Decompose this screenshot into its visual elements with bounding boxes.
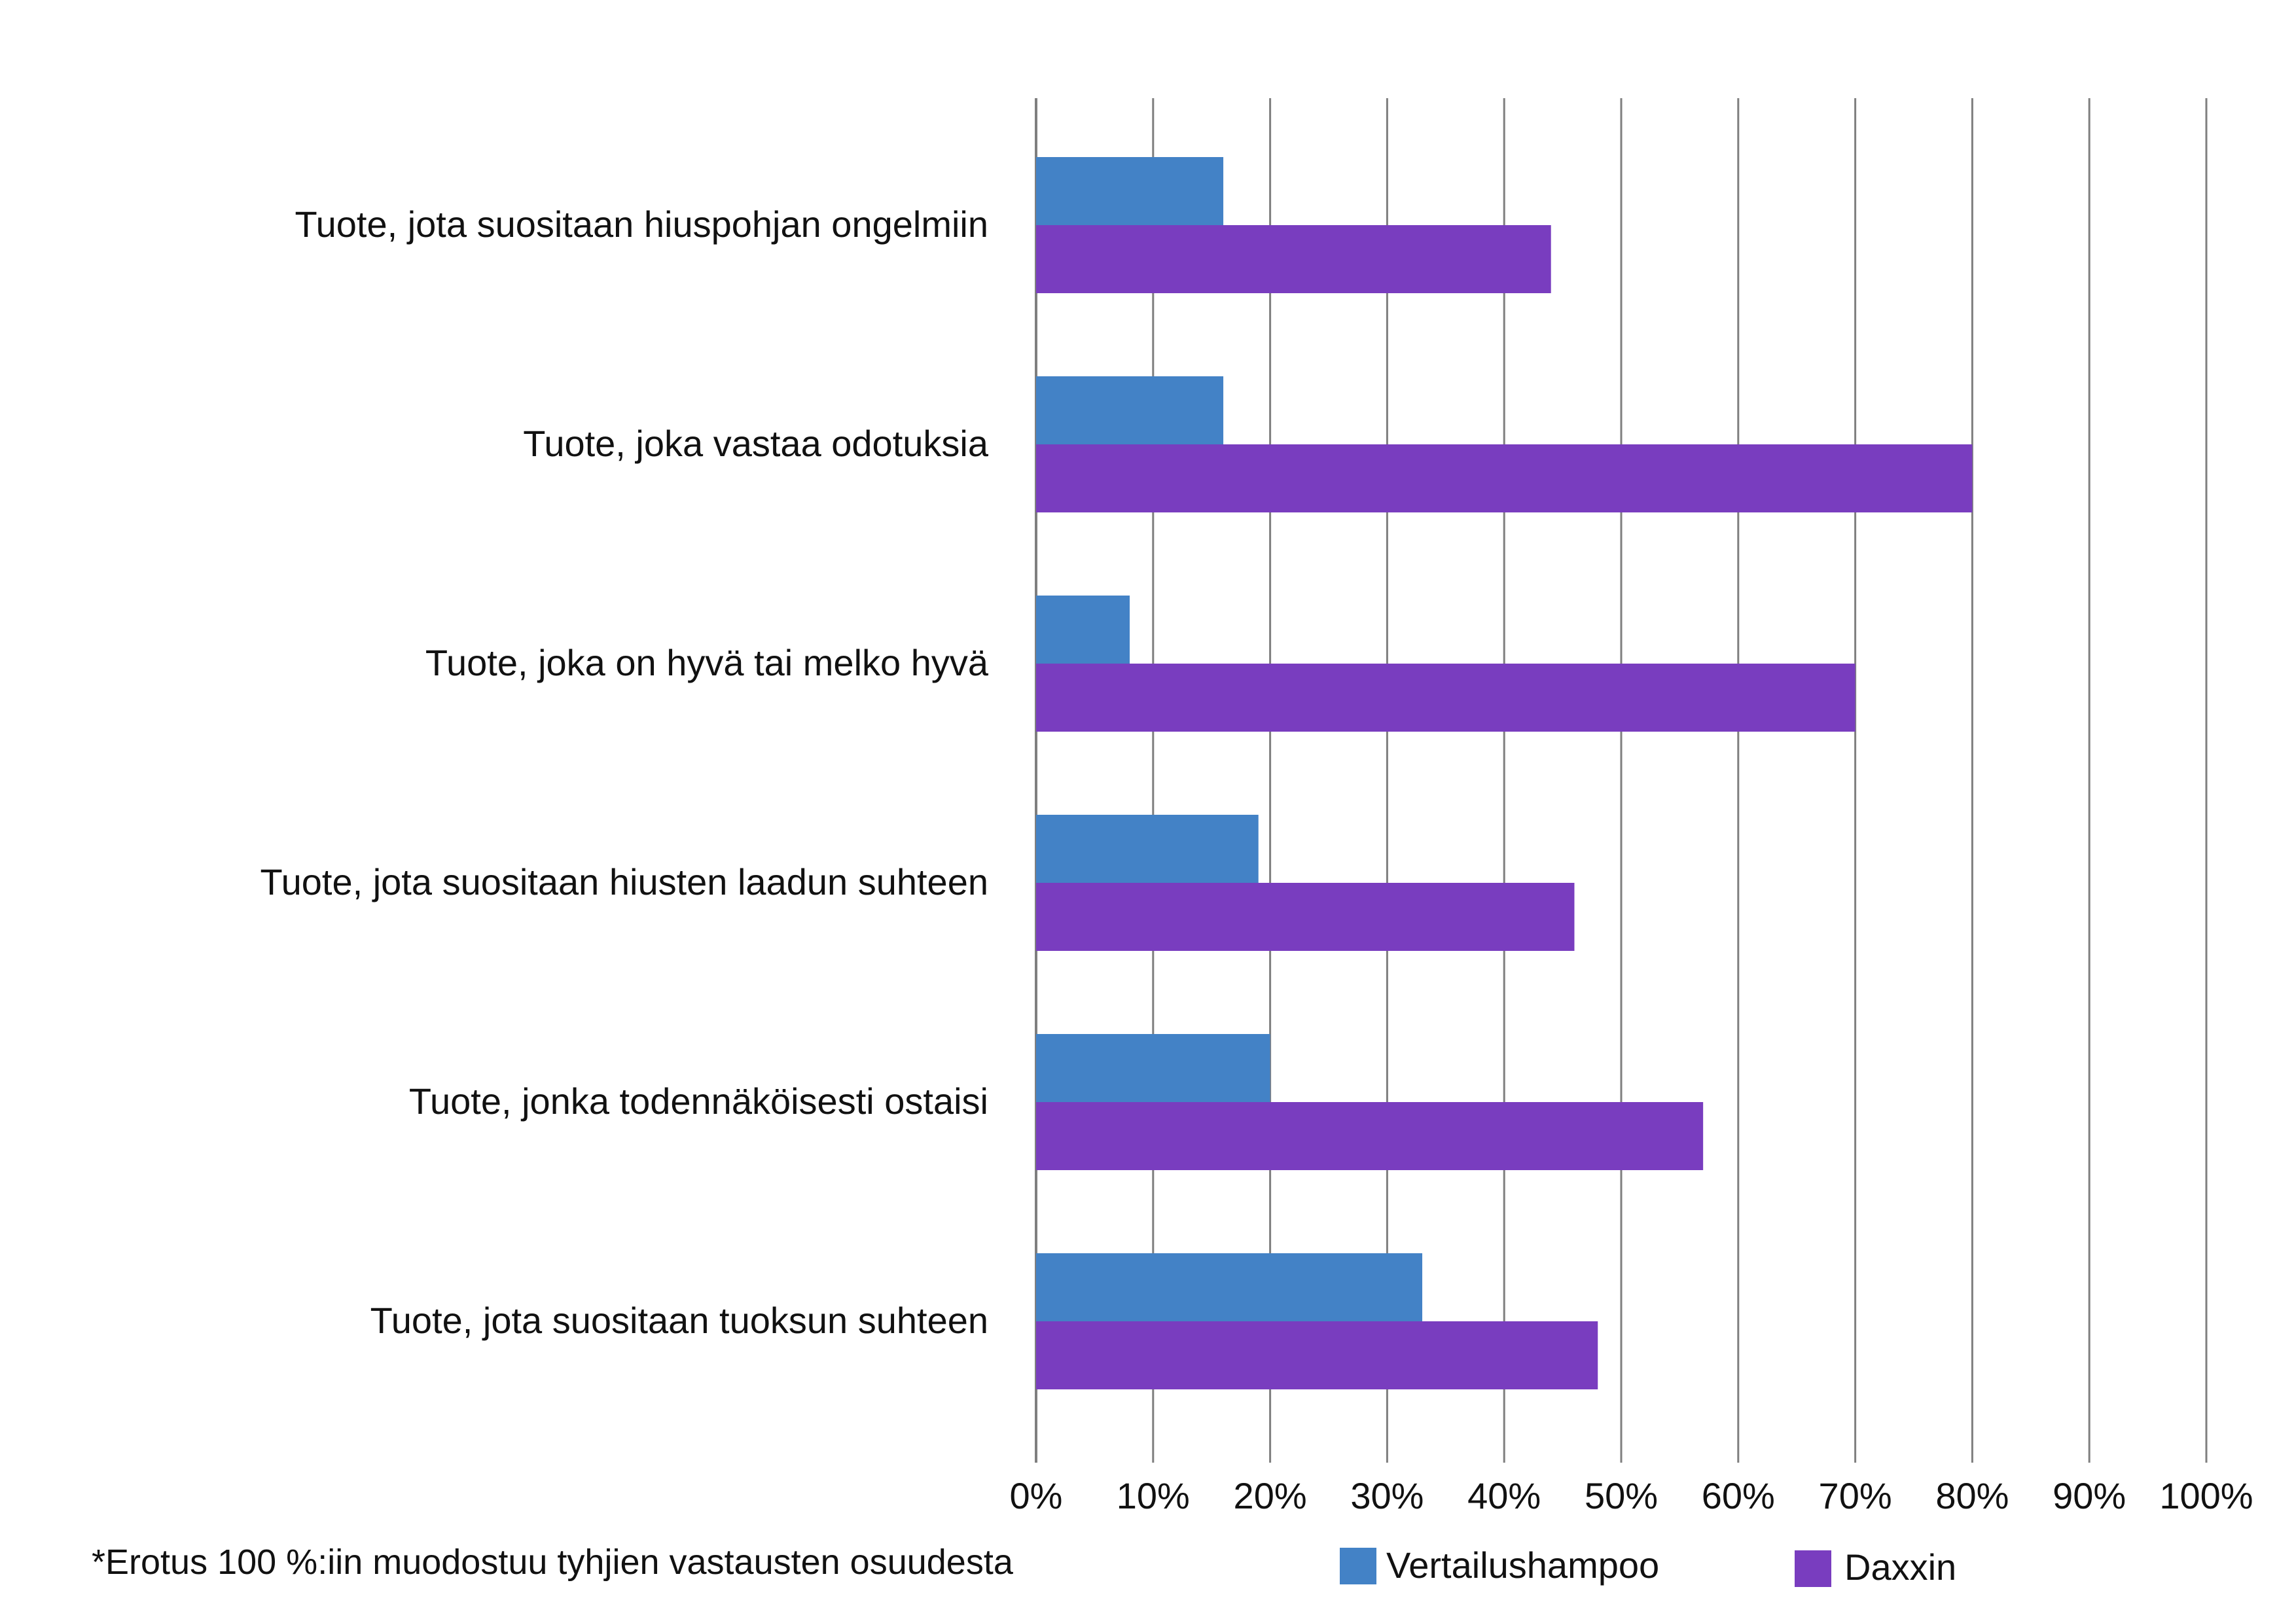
gridlines <box>1035 98 2208 1463</box>
bar-daxxin <box>1036 444 1973 512</box>
x-tick-label: 10% <box>1117 1475 1190 1516</box>
legend-swatch-vertailushampoo <box>1340 1548 1376 1584</box>
bar-vertailushampoo <box>1036 376 1224 444</box>
category-label: Tuote, jonka todennäköisesti ostaisi <box>409 1080 988 1122</box>
legend-label-daxxin: Daxxin <box>1844 1546 1956 1588</box>
x-tick-label: 90% <box>2053 1475 2126 1516</box>
x-tick-label: 100% <box>2159 1475 2253 1516</box>
bar-vertailushampoo <box>1036 157 1224 225</box>
x-tick-label: 70% <box>1819 1475 1892 1516</box>
category-label: Tuote, jota suositaan hiusten laadun suh… <box>260 861 988 902</box>
x-tick-label: 80% <box>1935 1475 2009 1516</box>
category-label: Tuote, joka on hyvä tai melko hyvä <box>425 642 989 683</box>
legend: Vertailushampoo Daxxin <box>1340 1544 1956 1588</box>
footnote: *Erotus 100 %:iin muodostuu tyhjien vast… <box>92 1543 1014 1582</box>
category-label: Tuote, joka vastaa odotuksia <box>523 423 989 464</box>
bar-vertailushampoo <box>1036 596 1130 664</box>
bar-vertailushampoo <box>1036 1034 1270 1102</box>
x-tick-label: 60% <box>1702 1475 1775 1516</box>
bar-daxxin <box>1036 225 1551 293</box>
legend-label-vertailushampoo: Vertailushampoo <box>1386 1544 1659 1586</box>
category-label: Tuote, jota suositaan tuoksun suhteen <box>370 1300 988 1341</box>
bar-daxxin <box>1036 1321 1598 1389</box>
x-tick-label: 0% <box>1010 1475 1063 1516</box>
category-labels: Tuote, jota suositaan hiuspohjan ongelmi… <box>260 204 988 1341</box>
x-tick-label: 20% <box>1234 1475 1307 1516</box>
category-label: Tuote, jota suositaan hiuspohjan ongelmi… <box>295 204 988 245</box>
x-axis-tick-labels: 0% 10% 20% 30% 40% 50% 60% 70% 80% 90% 100% <box>1010 1475 2253 1516</box>
bar-daxxin <box>1036 664 1856 732</box>
x-tick-label: 50% <box>1585 1475 1658 1516</box>
bar-daxxin <box>1036 883 1575 951</box>
bar-vertailushampoo <box>1036 815 1259 883</box>
bar-daxxin <box>1036 1102 1704 1170</box>
legend-swatch-daxxin <box>1795 1550 1831 1587</box>
x-tick-label: 40% <box>1467 1475 1541 1516</box>
bar-vertailushampoo <box>1036 1253 1423 1321</box>
bars <box>1036 157 1973 1389</box>
x-tick-label: 30% <box>1350 1475 1424 1516</box>
